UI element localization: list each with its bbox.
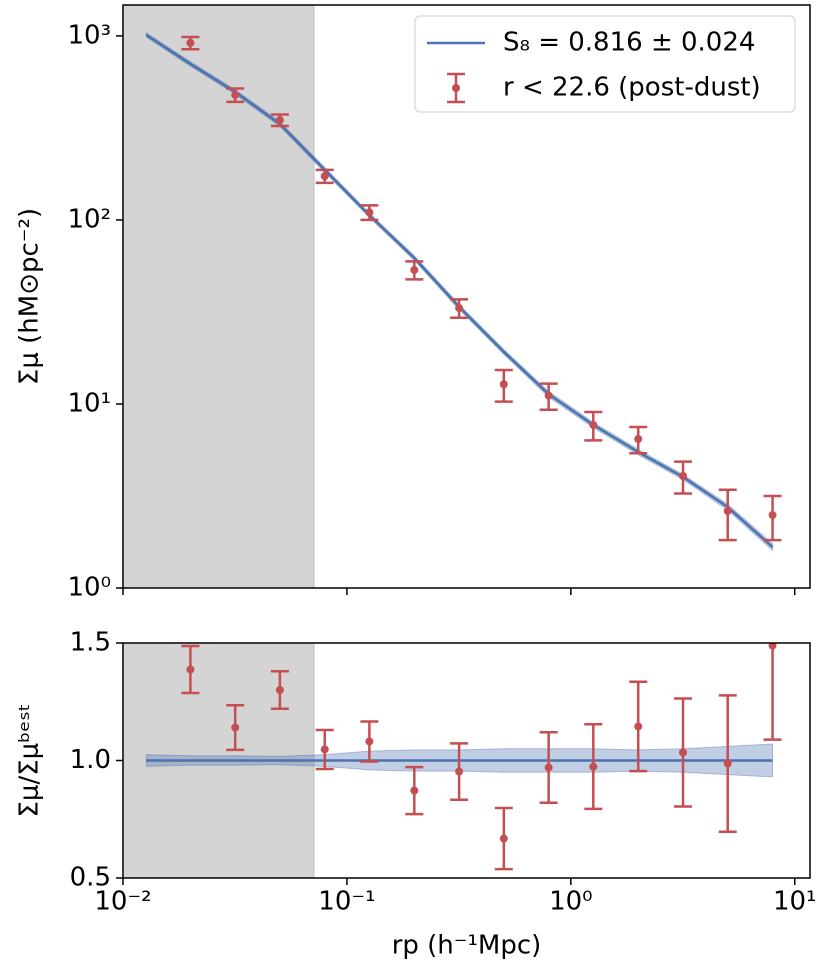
data-point xyxy=(320,745,329,754)
x-tick-label: 10⁻¹ xyxy=(318,887,375,917)
data-point xyxy=(365,737,374,746)
data-point xyxy=(544,391,553,400)
data-point xyxy=(589,762,598,771)
y-tick-label: 1.0 xyxy=(70,745,111,775)
data-point xyxy=(365,208,374,217)
y-tick-label: 10² xyxy=(67,204,111,234)
data-point xyxy=(186,38,195,47)
data-point xyxy=(455,767,464,776)
data-point xyxy=(231,723,240,732)
data-point xyxy=(723,507,732,516)
data-point xyxy=(455,304,464,313)
data-point xyxy=(410,786,419,795)
data-point xyxy=(320,172,329,181)
data-point xyxy=(186,665,195,674)
legend-marker xyxy=(452,84,460,92)
data-point xyxy=(768,643,777,650)
y-tick-label: 10³ xyxy=(67,20,111,50)
x-tick-label: 10⁻² xyxy=(94,887,151,917)
data-point xyxy=(499,834,508,843)
y-tick-label: 0.5 xyxy=(70,863,111,893)
plot-area xyxy=(123,643,782,878)
axes-frame xyxy=(122,4,811,589)
legend-label: S₈ = 0.816 ± 0.024 xyxy=(503,28,755,58)
data-point xyxy=(275,686,284,694)
x-tick-label: 10⁰ xyxy=(549,887,593,917)
data-point xyxy=(723,759,732,768)
y-axis-label: Σμ/Σμᵇᵉˢᵗ xyxy=(15,703,45,817)
shaded-region xyxy=(123,5,315,588)
data-point xyxy=(544,763,553,772)
legend-label: r < 22.6 (post-dust) xyxy=(503,73,761,103)
y-tick-label: 10⁰ xyxy=(67,573,111,603)
plot-area xyxy=(123,5,782,588)
data-point xyxy=(499,380,508,389)
y-axis-label: Σμ (hM⊙pc⁻²) xyxy=(15,208,45,385)
x-tick-label: 10¹ xyxy=(773,887,817,917)
data-point xyxy=(231,90,240,99)
data-point xyxy=(634,722,643,731)
data-point xyxy=(768,511,777,520)
y-tick-label: 1.5 xyxy=(70,628,111,658)
legend-box xyxy=(414,15,796,113)
data-point xyxy=(634,435,643,444)
x-axis-label: rp (h⁻¹Mpc) xyxy=(392,931,542,961)
data-point xyxy=(679,748,688,757)
data-point xyxy=(589,420,598,429)
y-tick-label: 10¹ xyxy=(67,388,111,418)
data-point xyxy=(275,116,284,125)
data-point xyxy=(410,265,419,274)
data-point xyxy=(679,472,688,481)
